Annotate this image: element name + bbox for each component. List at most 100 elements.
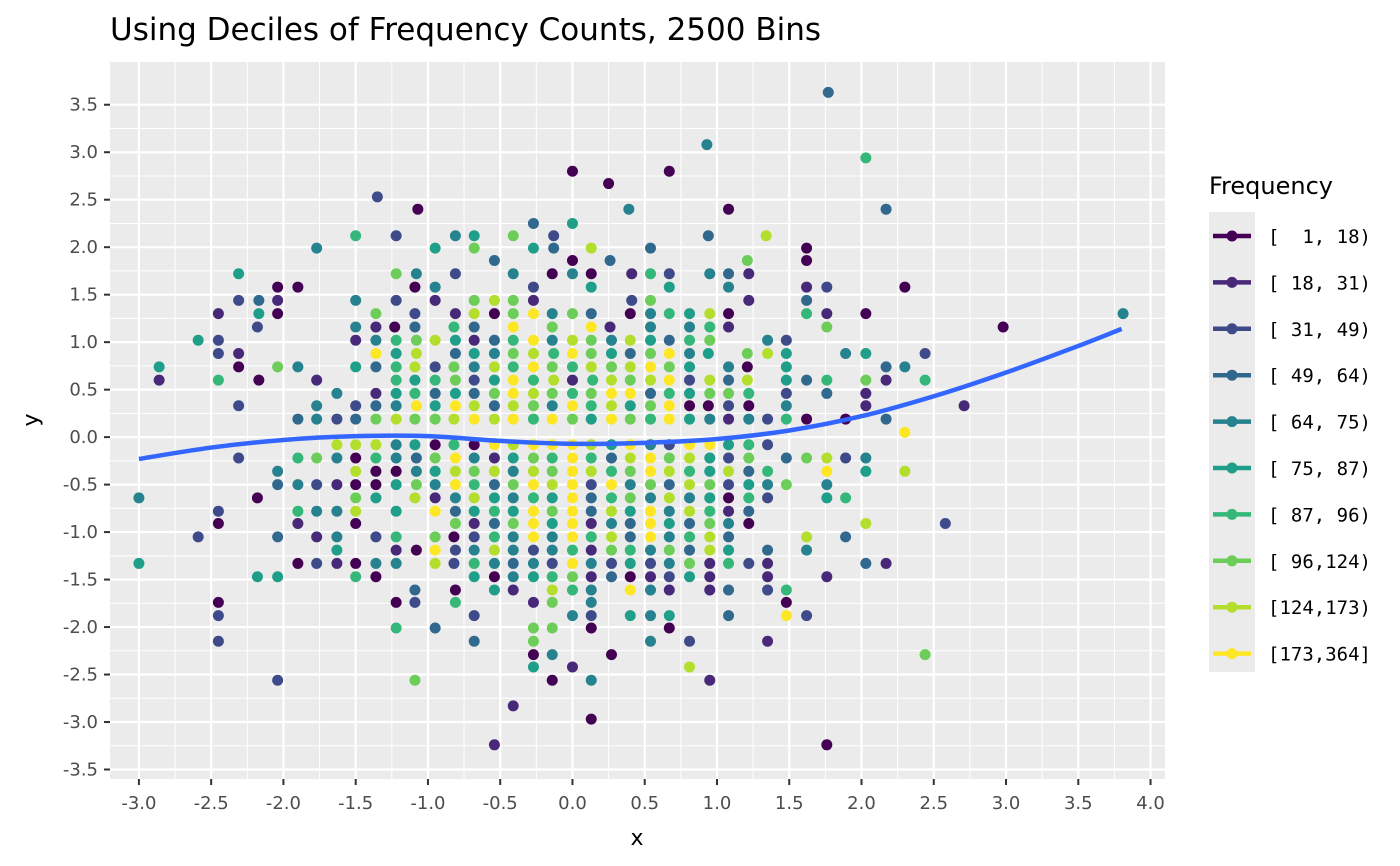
- data-point: [585, 531, 597, 543]
- data-point: [488, 505, 500, 517]
- data-point: [468, 505, 480, 517]
- data-point: [624, 400, 636, 412]
- data-point: [546, 400, 558, 412]
- data-point: [272, 571, 284, 583]
- data-point: [507, 334, 519, 346]
- data-point: [449, 230, 461, 242]
- data-point: [821, 387, 833, 399]
- data-point: [762, 557, 774, 569]
- data-point: [899, 465, 911, 477]
- data-point: [704, 387, 716, 399]
- data-point: [566, 544, 578, 556]
- data-point: [468, 610, 480, 622]
- data-point: [448, 361, 460, 373]
- data-point: [663, 492, 675, 504]
- data-point: [468, 531, 480, 543]
- legend-item: [ 75, 87): [1213, 458, 1371, 480]
- data-point: [624, 584, 636, 596]
- y-tick-label: 0.0: [69, 427, 98, 448]
- data-point: [212, 635, 224, 647]
- data-point: [468, 544, 480, 556]
- data-point: [723, 465, 735, 477]
- data-point: [566, 308, 578, 320]
- data-point: [624, 531, 636, 543]
- data-point: [546, 596, 558, 608]
- data-point: [350, 334, 362, 346]
- data-point: [390, 374, 402, 386]
- data-point: [409, 374, 421, 386]
- data-point: [468, 242, 480, 254]
- data-point: [429, 492, 441, 504]
- data-point: [762, 584, 774, 596]
- legend-item: [ 49, 64): [1213, 365, 1371, 387]
- data-point: [429, 242, 441, 254]
- data-point: [684, 571, 696, 583]
- data-point: [762, 492, 774, 504]
- data-point: [272, 361, 284, 373]
- data-point: [449, 492, 461, 504]
- data-point: [272, 674, 284, 686]
- data-point: [663, 571, 675, 583]
- data-point: [821, 308, 833, 320]
- data-point: [585, 571, 597, 583]
- data-point: [566, 465, 578, 477]
- data-point: [429, 400, 441, 412]
- data-point: [292, 413, 304, 425]
- data-point: [663, 400, 675, 412]
- legend-label: [ 96,124): [1268, 551, 1371, 573]
- data-point: [272, 479, 284, 491]
- data-point: [840, 452, 852, 464]
- data-point: [585, 479, 597, 491]
- data-point: [723, 544, 735, 556]
- data-point: [663, 348, 675, 360]
- data-point: [212, 334, 224, 346]
- y-tick-label: -1.5: [63, 570, 98, 591]
- data-point: [527, 492, 539, 504]
- data-point: [780, 334, 792, 346]
- data-point: [390, 465, 402, 477]
- data-point: [370, 308, 382, 320]
- data-point: [311, 374, 323, 386]
- data-point: [860, 374, 872, 386]
- data-point: [684, 479, 696, 491]
- data-point: [507, 557, 519, 569]
- data-point: [741, 374, 753, 386]
- data-point: [723, 584, 735, 596]
- data-point: [331, 452, 343, 464]
- data-point: [429, 531, 441, 543]
- data-point: [527, 334, 539, 346]
- data-point: [488, 531, 500, 543]
- data-point: [585, 465, 597, 477]
- data-point: [251, 321, 263, 333]
- data-point: [919, 348, 931, 360]
- data-point: [548, 242, 560, 254]
- legend-key-point: [1226, 648, 1238, 660]
- data-point: [311, 505, 323, 517]
- data-point: [311, 531, 323, 543]
- data-point: [370, 413, 382, 425]
- data-point: [527, 308, 539, 320]
- data-point: [527, 649, 539, 661]
- data-point: [546, 465, 558, 477]
- data-point: [780, 374, 792, 386]
- data-point: [704, 557, 716, 569]
- data-point: [468, 492, 480, 504]
- data-point: [663, 374, 675, 386]
- data-point: [507, 452, 519, 464]
- data-point: [507, 492, 519, 504]
- data-point: [760, 230, 772, 242]
- data-point: [762, 413, 774, 425]
- data-point: [350, 465, 362, 477]
- data-point: [449, 334, 461, 346]
- data-point: [409, 387, 421, 399]
- data-point: [780, 361, 792, 373]
- data-point: [566, 387, 578, 399]
- data-point: [704, 518, 716, 530]
- data-point: [645, 492, 657, 504]
- data-point: [821, 374, 833, 386]
- data-point: [548, 348, 560, 360]
- data-point: [566, 413, 578, 425]
- data-point: [605, 531, 617, 543]
- x-tick-label: 1.0: [703, 793, 732, 814]
- data-point: [546, 268, 558, 280]
